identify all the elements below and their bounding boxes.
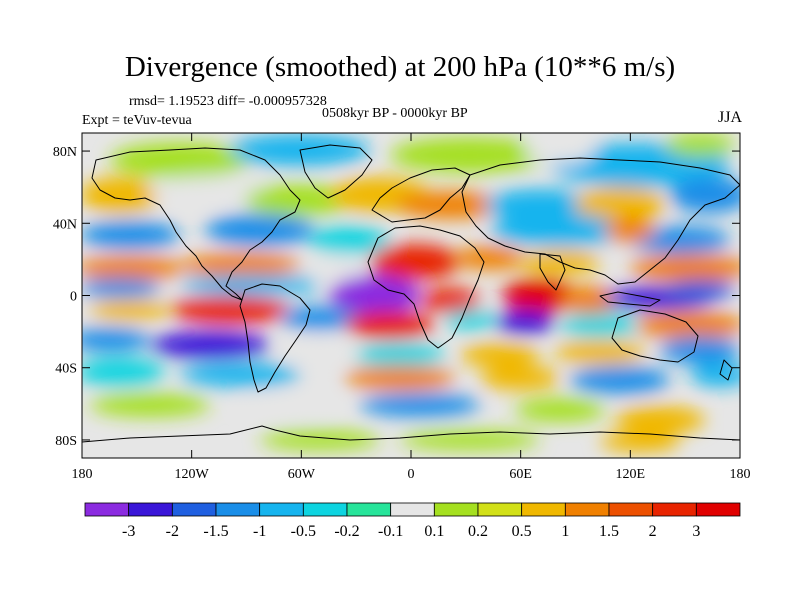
lon-tick-label: 180 xyxy=(72,467,93,482)
colorbar-label: 0.5 xyxy=(512,523,532,540)
lon-tick-label: 60E xyxy=(509,467,532,482)
colorbar-swatch xyxy=(477,502,523,517)
lat-tick-label: 40N xyxy=(53,217,77,232)
colorbar-label: 1 xyxy=(561,523,569,540)
colorbar-swatch xyxy=(390,502,435,517)
colorbar-label: -0.5 xyxy=(291,523,316,540)
lon-tick-label: 120W xyxy=(175,467,210,482)
colorbar-swatch xyxy=(346,502,392,517)
latitude-axis: 80N 40N 0 40S 80S xyxy=(53,145,740,449)
lon-tick-label: 0 xyxy=(408,467,415,482)
season-label: JJA xyxy=(717,109,742,126)
lon-tick-label: 60W xyxy=(288,467,316,482)
colorbar-label: 3 xyxy=(692,523,700,540)
colorbar-swatch xyxy=(259,502,304,517)
colorbar-swatch xyxy=(84,502,130,517)
colorbar-swatch xyxy=(433,502,479,517)
lon-tick-label: 180 xyxy=(730,467,751,482)
experiment-label: Expt = teVuv-tevua xyxy=(82,113,192,128)
lon-tick-label: 120E xyxy=(616,467,646,482)
colorbar-swatch xyxy=(695,502,741,517)
colorbar-label: 2 xyxy=(649,523,657,540)
colorbar-label: -1 xyxy=(253,523,266,540)
colorbar-swatch xyxy=(608,502,654,517)
period-label: 0508kyr BP - 0000kyr BP xyxy=(322,106,468,121)
divergence-field xyxy=(82,133,740,458)
colorbar-label: 0.1 xyxy=(424,523,444,540)
map-title: Divergence (smoothed) at 200 hPa (10**6 … xyxy=(124,51,676,83)
colorbar-label: 0.2 xyxy=(468,523,488,540)
colorbar-label: -3 xyxy=(122,523,135,540)
colorbar-swatch xyxy=(171,502,217,517)
colorbar-label: -0.2 xyxy=(334,523,359,540)
stats-label: rmsd= 1.19523 diff= -0.000957328 xyxy=(129,94,327,109)
colorbar-label: 1.5 xyxy=(599,523,619,540)
lat-tick-label: 80S xyxy=(55,434,77,449)
longitude-axis: 180 120W 60W 0 60E 120E 180 xyxy=(72,133,751,482)
colorbar-swatch xyxy=(128,502,173,517)
colorbar-swatch xyxy=(302,502,348,517)
colorbar-swatch xyxy=(215,502,261,517)
colorbar-label: -2 xyxy=(166,523,179,540)
colorbar-swatch xyxy=(652,502,697,517)
colorbar-label: -1.5 xyxy=(203,523,228,540)
lat-tick-label: 40S xyxy=(55,362,77,377)
colorbar-label: -0.1 xyxy=(378,523,403,540)
colorbar: -3 -2 -1.5 -1 -0.5 -0.2 -0.1 0.1 0.2 0.5 1 1.5 2 3 xyxy=(84,502,741,540)
lat-tick-label: 80N xyxy=(53,145,77,160)
colorbar-swatch xyxy=(521,502,566,517)
colorbar-swatch xyxy=(564,502,610,517)
coastlines xyxy=(82,144,740,443)
lat-tick-label: 0 xyxy=(70,290,77,305)
